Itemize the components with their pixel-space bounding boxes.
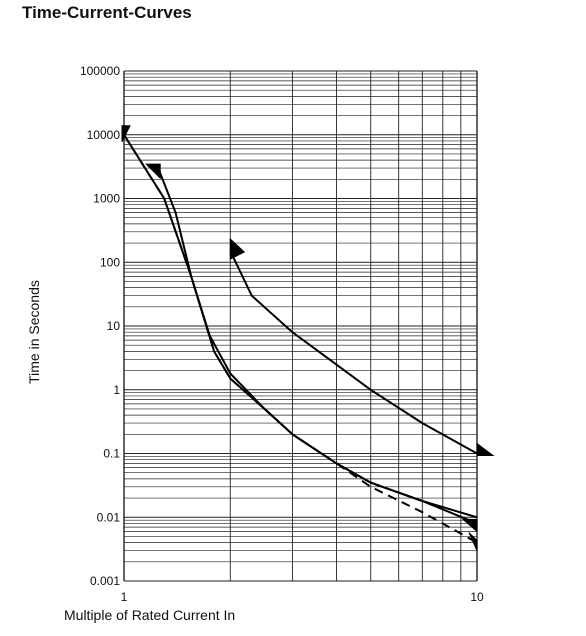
curve-end-marker: [145, 163, 161, 180]
y-tick-label: 0.1: [103, 447, 120, 461]
y-tick-label: 0.001: [90, 574, 120, 588]
curve-end-marker: [476, 442, 495, 456]
curve-4: [229, 250, 478, 455]
curve-3: [157, 167, 478, 525]
curve-end-marker: [468, 532, 478, 551]
y-tick-label: 0.01: [97, 510, 121, 524]
x-tick-label: 1: [121, 590, 128, 604]
grid: [123, 70, 478, 582]
curves: [123, 134, 478, 544]
curve-end-marker: [229, 237, 246, 260]
tick-labels: 0.001 0.01 0.1 1 10 100 1000 10000 100000 1 10: [80, 64, 484, 604]
x-axis-label: Multiple of Rated Current In: [64, 607, 236, 623]
y-tick-label: 1: [113, 383, 120, 397]
markers: [121, 125, 495, 551]
y-tick-label: 10: [107, 319, 121, 333]
y-tick-label: 100: [100, 255, 120, 269]
y-tick-label: 1000: [93, 192, 120, 206]
curve-end-marker: [121, 125, 131, 142]
curve-end-marker: [461, 518, 478, 533]
x-tick-label: 10: [470, 590, 484, 604]
y-tick-label: 10000: [87, 128, 121, 142]
y-tick-label: 100000: [80, 64, 120, 78]
page-title: Time-Current-Curves: [22, 3, 192, 22]
y-axis-label: Time in Seconds: [26, 280, 42, 384]
